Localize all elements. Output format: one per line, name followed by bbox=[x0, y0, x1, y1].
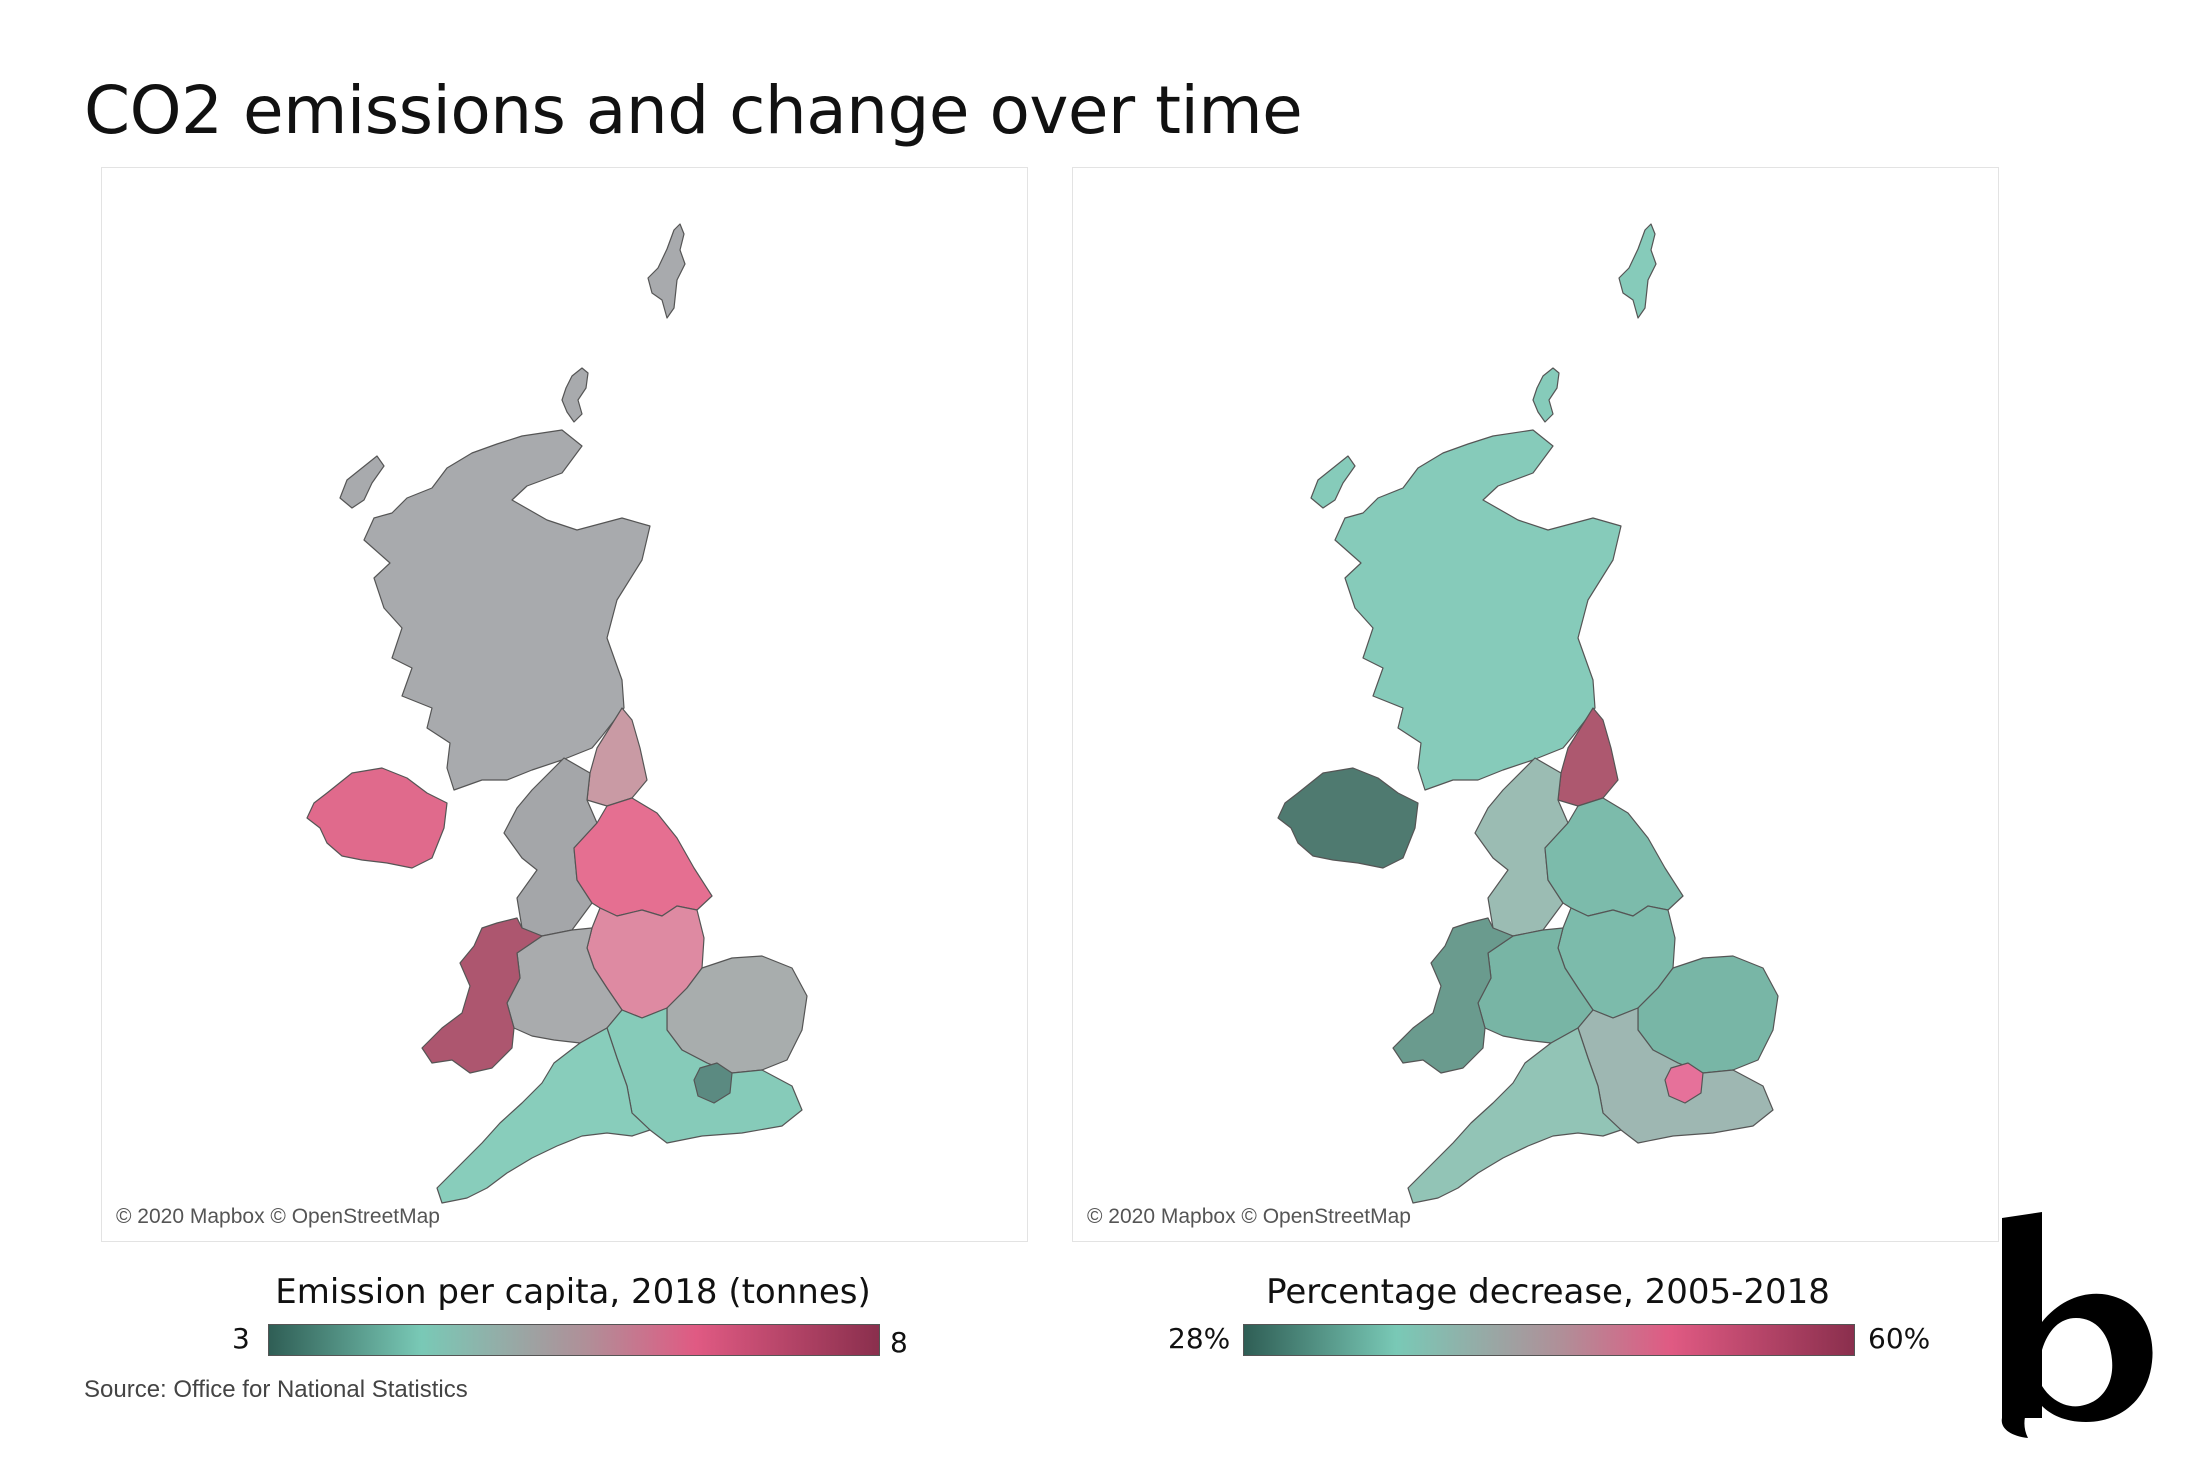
region-wales bbox=[421, 917, 543, 1074]
region-scotland-isles bbox=[339, 455, 385, 509]
legend-gradient-decrease bbox=[1243, 1324, 1855, 1356]
region-yorkshire bbox=[1544, 797, 1684, 917]
region-shetland bbox=[1618, 223, 1657, 319]
region-scotland bbox=[1334, 429, 1622, 791]
legend-max-decrease: 60% bbox=[1868, 1322, 1931, 1355]
region-south-west bbox=[436, 1027, 651, 1204]
region-south-west bbox=[1407, 1027, 1622, 1204]
page-title: CO2 emissions and change over time bbox=[84, 72, 1303, 149]
region-northern-ireland bbox=[306, 767, 448, 869]
legend-title-decrease: Percentage decrease, 2005-2018 bbox=[1266, 1272, 1830, 1312]
legend-min-emissions: 3 bbox=[232, 1322, 250, 1355]
source-note: Source: Office for National Statistics bbox=[84, 1376, 468, 1403]
map-attribution: © 2020 Mapbox © OpenStreetMap bbox=[116, 1205, 440, 1228]
legend-gradient-emissions bbox=[268, 1324, 880, 1356]
region-yorkshire bbox=[573, 797, 713, 917]
uk-map-decrease bbox=[1277, 223, 1779, 1204]
uk-map-emissions bbox=[306, 223, 808, 1204]
region-wales bbox=[1392, 917, 1514, 1074]
decrease-map[interactable]: © 2020 Mapbox © OpenStreetMap bbox=[1072, 167, 1999, 1242]
region-shetland bbox=[647, 223, 686, 319]
b-logo-icon bbox=[2001, 1212, 2153, 1438]
region-orkney bbox=[561, 367, 589, 423]
region-scotland bbox=[363, 429, 651, 791]
emissions-map[interactable]: © 2020 Mapbox © OpenStreetMap bbox=[101, 167, 1028, 1242]
region-london bbox=[693, 1062, 733, 1104]
map-attribution: © 2020 Mapbox © OpenStreetMap bbox=[1087, 1205, 1411, 1228]
region-orkney bbox=[1532, 367, 1560, 423]
legend-min-decrease: 28% bbox=[1168, 1322, 1231, 1355]
region-northern-ireland bbox=[1277, 767, 1419, 869]
legend-max-emissions: 8 bbox=[890, 1326, 908, 1359]
legend-title-emissions: Emission per capita, 2018 (tonnes) bbox=[275, 1272, 871, 1312]
region-scotland-isles bbox=[1310, 455, 1356, 509]
region-london bbox=[1664, 1062, 1704, 1104]
